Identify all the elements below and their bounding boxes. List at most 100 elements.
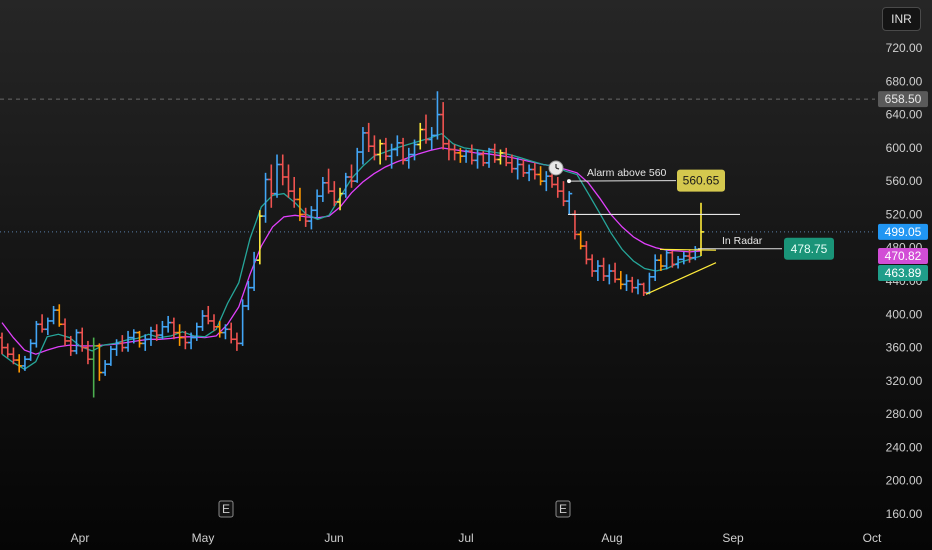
ohlc-bar [411,139,418,161]
ohlc-bar [245,281,252,311]
ohlc-bar [0,332,5,355]
ohlc-bar [90,337,97,398]
ohlc-bar [371,135,378,161]
ohlc-bar [33,320,40,348]
ohlc-bar [617,271,624,290]
earnings-event-marker: E [218,500,234,518]
y-tick-label: 680.00 [886,74,923,88]
price-tag [878,248,928,264]
ohlc-bar [16,354,23,373]
ohlc-bar [136,330,143,348]
alarm-label: Alarm above 560 [587,167,667,179]
ohlc-bar [526,164,533,182]
ohlc-bar [170,317,177,340]
ohlc-bar [428,127,435,150]
event-label: E [222,502,230,516]
ohlc-bar [188,332,195,350]
event-label: E [559,502,567,516]
ohlc-bar [451,144,458,161]
alarm-value-tag [677,169,725,192]
ohlc-bar [228,322,235,344]
ohlc-bar [531,162,538,180]
ohlc-bar [405,147,412,169]
ohlc-bar [457,147,464,163]
ohlc-bar [62,318,69,346]
ohlc-bar [566,191,573,215]
ohlc-bar [503,147,510,167]
ohlc-bar [102,360,109,376]
ohlc-bar [606,264,613,285]
ohlc-bar [348,164,355,188]
ohlc-bar [73,329,80,355]
x-tick-label: Apr [71,531,90,545]
y-tick-label: 720.00 [886,41,923,55]
ohlc-bar [400,137,407,165]
x-tick-label: Aug [601,531,622,545]
ohlc-bar [27,339,34,361]
ohlc-bar [10,347,17,365]
ohlc-bar [251,251,258,291]
ohlc-bar [222,324,229,340]
ohlc-bar [107,345,114,366]
ohlc-bar [314,189,321,219]
price-tag [878,265,928,281]
radar-value-text: 478.75 [791,242,828,256]
ohlc-bar [119,335,126,352]
price-tag-value: 463.89 [885,266,922,280]
ohlc-bar [56,304,63,327]
ohlc-bar [342,172,349,198]
event-box [218,500,234,518]
ohlc-bar [463,149,470,163]
y-tick-label: 600.00 [886,141,923,155]
ohlc-bar [686,249,693,263]
ohlc-bar [365,122,372,153]
ohlc-bar [205,305,212,325]
ohlc-bar [193,322,200,341]
ohlc-bar [514,157,521,180]
ohlc-bar [165,315,172,333]
y-tick-label: 560.00 [886,174,923,188]
ohlc-bar [291,176,298,208]
ohlc-bar [422,114,429,144]
currency-button[interactable]: INR [882,7,921,31]
event-box [555,500,571,518]
price-tag [878,91,928,108]
ohlc-bar [147,326,154,346]
ohlc-bar [600,257,607,281]
ohlc-bar [113,339,120,356]
alarm-anchor [567,179,571,184]
y-tick-label: 320.00 [886,374,923,388]
y-tick-label: 400.00 [886,307,923,321]
x-tick-label: Sep [722,531,744,545]
ohlc-bar [216,320,223,338]
y-tick-label: 160.00 [886,507,923,521]
ohlc-bar [669,251,676,268]
ohlc-bar [274,154,281,198]
ohlc-bar [417,122,424,150]
clock-hand [555,167,560,170]
x-tick-label: Jul [458,531,473,545]
y-tick-label: 360.00 [886,341,923,355]
ohlc-bar [354,147,361,183]
ohlc-bar [176,324,183,346]
ohlc-bar [331,181,338,207]
ohlc-bar [589,254,596,277]
price-tag-value: 499.05 [885,225,922,239]
price-tag-value: 470.82 [885,249,922,263]
y-tick-label: 640.00 [886,108,923,122]
ohlc-bar [125,330,132,352]
earnings-event-marker: E [555,500,571,518]
ohlc-bar [96,343,103,381]
ohlc-bar [434,91,441,140]
ohlc-bar [486,147,493,168]
ohlc-bar [663,249,670,270]
ohlc-bar [67,335,74,356]
ohlc-bar [319,176,326,202]
x-tick-label: May [192,531,215,545]
y-tick-label: 200.00 [886,474,923,488]
ohlc-bar [159,320,166,340]
ohlc-bar [698,202,704,257]
x-tick-label: Oct [863,531,882,545]
ohlc-bar [646,272,653,295]
